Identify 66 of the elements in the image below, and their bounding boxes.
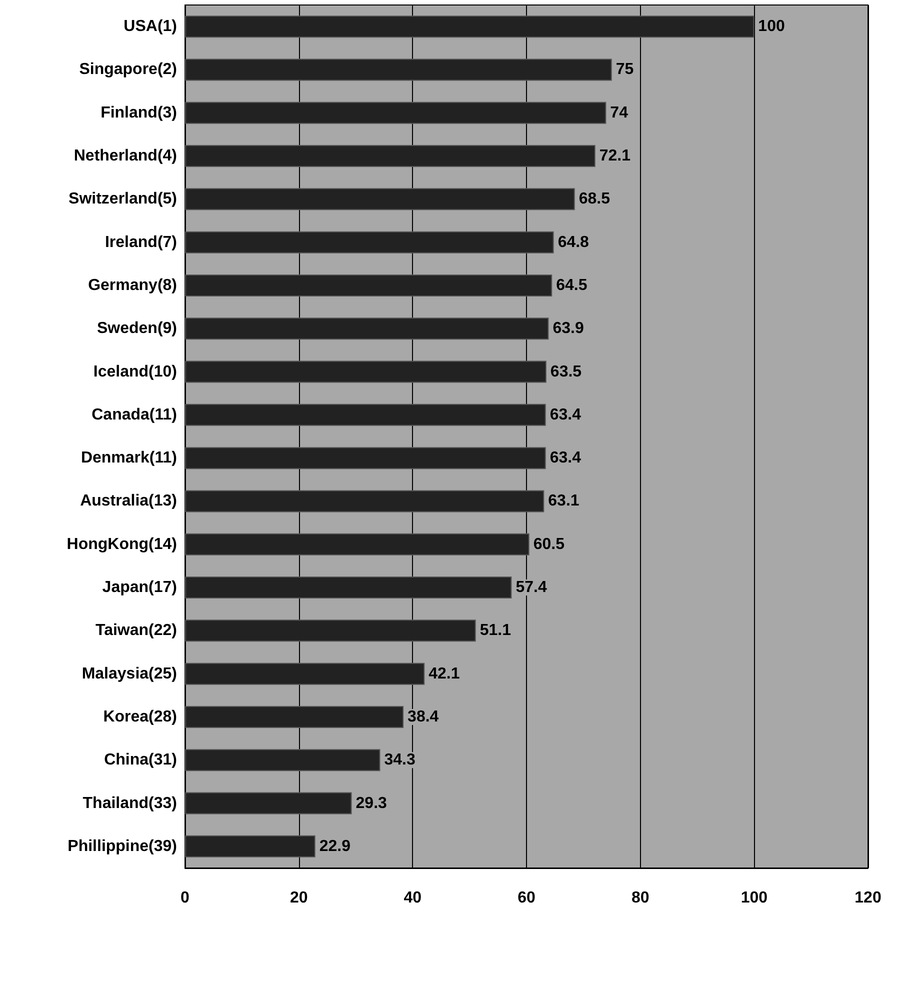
y-tick-label: Phillippine(39) (68, 838, 177, 855)
data-label: 51.1 (480, 622, 512, 640)
data-label: 34.3 (384, 752, 416, 769)
data-label: 63.4 (550, 406, 582, 424)
data-label: 75 (616, 61, 634, 78)
bar (185, 58, 612, 81)
y-tick-label: USA(1) (124, 18, 177, 36)
y-tick-label: Iceland(10) (93, 363, 177, 380)
bar (185, 792, 352, 814)
y-tick-label: Thailand(33) (82, 794, 177, 812)
bar (185, 145, 596, 168)
y-tick-label: Netherland(4) (74, 148, 177, 165)
data-label: 60.5 (533, 536, 565, 553)
y-tick-label: Finland(3) (100, 104, 177, 122)
y-tick-label: Singapore(2) (79, 61, 177, 78)
data-label: 63.5 (550, 363, 582, 380)
x-tick-label: 80 (631, 890, 650, 906)
data-label: 29.3 (356, 794, 388, 812)
y-tick-label: Switzerland(5) (68, 190, 177, 208)
y-tick-label: Denmark(11) (80, 450, 177, 467)
x-tick-label: 100 (740, 890, 768, 906)
x-tick-label: 20 (290, 890, 308, 906)
data-label: 64.8 (558, 234, 590, 251)
bar (185, 620, 476, 642)
data-label: 22.9 (319, 838, 351, 855)
bar (185, 576, 512, 599)
bar (185, 102, 606, 124)
y-tick-label: HongKong(14) (66, 536, 177, 553)
y-tick-label: China(31) (104, 752, 177, 769)
data-label: 42.1 (428, 665, 460, 682)
data-label: 38.4 (408, 708, 439, 726)
y-tick-label: Japan(17) (102, 579, 177, 596)
x-tick-label: 120 (854, 890, 882, 906)
y-tick-label: Ireland(7) (104, 234, 177, 251)
data-label: 63.4 (550, 450, 582, 467)
bar (185, 749, 380, 772)
y-tick-label: Australia(13) (80, 492, 177, 510)
x-tick-label: 60 (518, 890, 536, 906)
bar (185, 662, 425, 685)
x-tick-label: 0 (180, 890, 190, 906)
x-tick-label: 40 (404, 890, 422, 906)
bar (185, 16, 754, 38)
bar (185, 274, 552, 296)
data-label: 57.4 (516, 579, 547, 596)
bar (185, 490, 544, 512)
bar (185, 231, 554, 254)
data-label: 72.1 (599, 148, 631, 165)
bar (185, 360, 546, 383)
data-label: 100 (758, 18, 785, 36)
y-tick-label: Taiwan(22) (96, 622, 177, 640)
bar (185, 706, 404, 728)
y-tick-label: Korea(28) (103, 708, 177, 726)
y-tick-label: Germany(8) (88, 276, 177, 294)
data-label: 64.5 (556, 276, 588, 294)
data-label: 63.9 (552, 320, 584, 338)
data-label: 68.5 (578, 190, 610, 208)
bar (185, 447, 546, 470)
bar (185, 188, 575, 210)
y-tick-label: Malaysia(25) (82, 665, 177, 682)
y-tick-label: Sweden(9) (96, 320, 177, 338)
data-label: 74 (610, 104, 628, 122)
bar (185, 835, 316, 858)
y-tick-label: Canada(11) (92, 406, 177, 424)
data-label: 63.1 (548, 492, 580, 510)
bar (185, 318, 549, 340)
bar (185, 533, 530, 556)
